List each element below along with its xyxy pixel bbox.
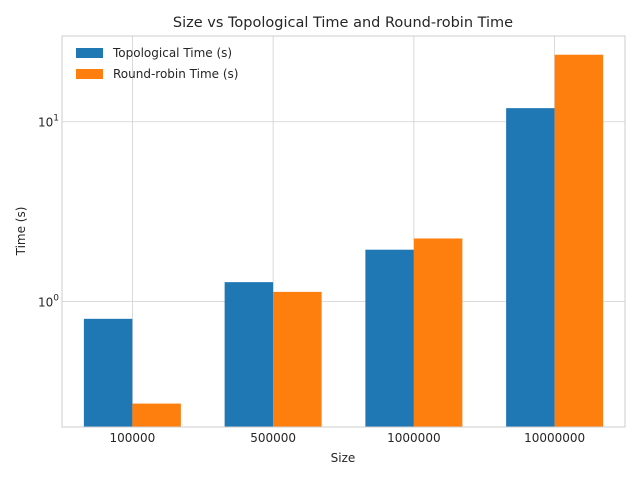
- x-axis-label: Size: [331, 451, 356, 465]
- bar-round-robin: [413, 238, 463, 427]
- legend-swatch: [76, 69, 103, 79]
- legend-swatch: [76, 48, 103, 58]
- x-tick-label: 10000000: [524, 431, 585, 445]
- bar-round-robin: [554, 54, 604, 428]
- bar-topological: [224, 282, 274, 427]
- bar-round-robin: [273, 291, 322, 427]
- legend-label: Round-robin Time (s): [113, 67, 238, 81]
- bar-round-robin: [132, 403, 181, 427]
- x-tick-label: 500000: [250, 431, 296, 445]
- y-tick-label: 101: [38, 114, 59, 130]
- x-tick-label: 1000000: [387, 431, 440, 445]
- bar-topological: [365, 249, 414, 427]
- plot-frame: [61, 35, 626, 428]
- bar-topological: [83, 318, 133, 427]
- y-axis-label: Time (s): [14, 207, 28, 257]
- y-tick-label: 100: [38, 293, 59, 309]
- legend-label: Topological Time (s): [112, 46, 232, 60]
- chart-title: Size vs Topological Time and Round-robin…: [173, 15, 513, 31]
- bar-topological: [506, 108, 555, 428]
- x-tick-label: 100000: [109, 431, 155, 445]
- legend: Topological Time (s) Round-robin Time (s): [76, 46, 238, 81]
